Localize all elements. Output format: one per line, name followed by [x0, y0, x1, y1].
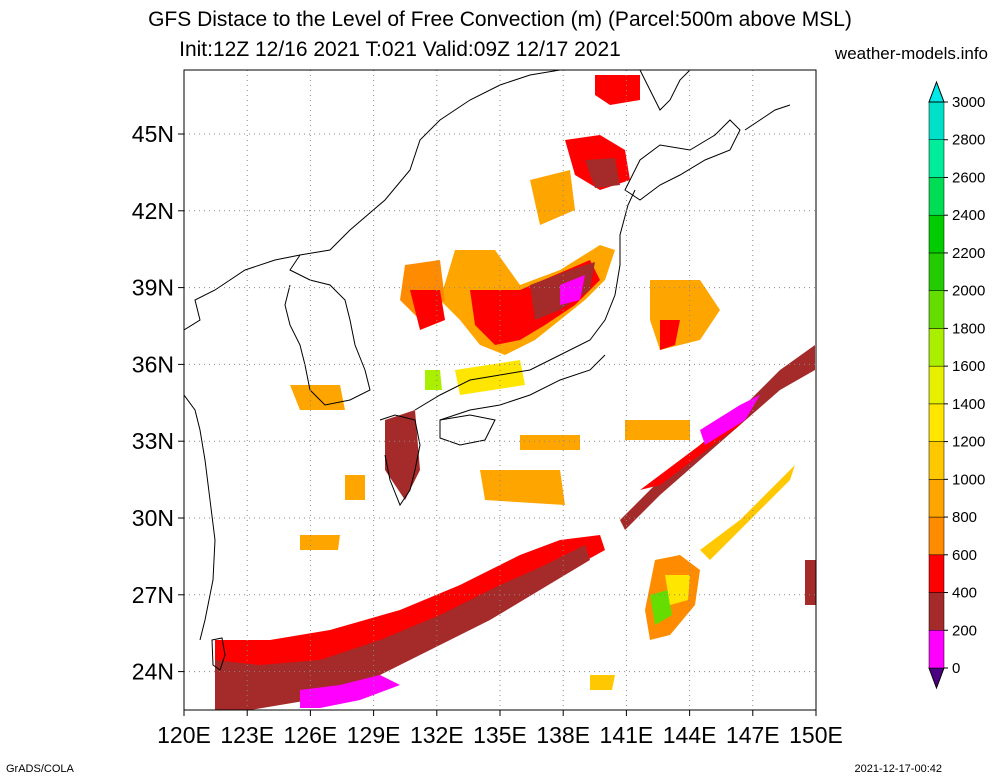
colorbar-label: 1400: [952, 396, 985, 413]
tick-label-lon: 129E: [347, 722, 401, 748]
field-small-orange-2: [345, 475, 365, 500]
footer-timestamp: 2021-12-17-00:42: [854, 763, 942, 775]
field-patch-se-green: [650, 590, 672, 625]
colorbar-segment: [928, 630, 945, 669]
field-japan-sea-mag: [560, 275, 585, 305]
field-pacific-orange: [625, 420, 690, 440]
coast-shikoku: [439, 414, 496, 446]
colorbar-label: 1000: [952, 471, 985, 488]
field-hokkaido: [595, 75, 640, 105]
colorbar-low-arrow: [928, 667, 945, 690]
coast-taiwan: [211, 637, 226, 671]
colorbar-label: 1800: [952, 320, 985, 337]
coast-honshu-south: [439, 354, 606, 421]
field-shikoku-green: [425, 370, 442, 390]
tick-label-lat: 27N: [132, 582, 174, 608]
colorbar-segment: [928, 441, 945, 480]
colorbar-label: 2600: [952, 169, 985, 186]
lfc-field: [215, 75, 816, 710]
tick-label-lon: 150E: [789, 722, 843, 748]
tick-label-lon: 135E: [473, 722, 527, 748]
tick-label-lon: 123E: [220, 722, 274, 748]
colorbar-high-arrow: [928, 80, 945, 103]
colorbar-segment: [928, 554, 945, 593]
tick-label-lon: 126E: [284, 722, 338, 748]
site-name: weather-models.info: [834, 44, 988, 63]
colorbar-segment: [928, 139, 945, 178]
colorbar-label: 800: [952, 509, 977, 526]
tick-label-lon: 147E: [726, 722, 780, 748]
field-band-east-orange: [700, 465, 795, 560]
axis-ticks: 120E 123E 126E 129E 132E 135E 138E 141E 144E 147E…: [132, 121, 843, 748]
field-band-east-mag: [700, 395, 760, 445]
colorbar-segment: [928, 177, 945, 216]
colorbar-segment: [928, 516, 945, 556]
coast-kurils: [744, 104, 791, 131]
coast-honshu: [414, 189, 636, 411]
colorbar-label: 400: [952, 585, 977, 602]
colorbar-label: 2000: [952, 283, 985, 300]
field-small-orange: [300, 535, 340, 550]
tick-label-lon: 120E: [157, 722, 211, 748]
footer-software: GrADS/COLA: [6, 763, 74, 775]
field-band-south-core: [215, 545, 590, 710]
colorbar-segment: [928, 592, 945, 631]
tick-label-lon: 144E: [663, 722, 717, 748]
coast-korea: [284, 254, 371, 406]
colorbar: 0 200 400 600 800 1000 1200 1400 1600 1800 2000 220…: [928, 80, 985, 690]
field-hokkaido-3: [585, 158, 620, 188]
coast-kyushu: [379, 414, 421, 507]
colorbar-label: 2800: [952, 132, 985, 149]
field-patch-se-yellow: [665, 575, 690, 605]
coast-china: [184, 394, 216, 641]
field-pacific-orange-2: [520, 435, 580, 450]
colorbar-label: 3000: [952, 94, 985, 111]
map-title: GFS Distace to the Level of Free Convect…: [148, 8, 852, 31]
colorbar-label: 2400: [952, 207, 985, 224]
field-pacific-orange-3: [480, 470, 565, 505]
field-nw-patch-red: [410, 290, 445, 330]
colorbar-label: 600: [952, 547, 977, 564]
colorbar-label: 200: [952, 622, 977, 639]
colorbar-segment: [928, 101, 945, 140]
coastlines: [184, 70, 791, 671]
tick-label-lat: 45N: [132, 121, 174, 147]
colorbar-label: 1200: [952, 434, 985, 451]
grid-lines: [184, 70, 816, 710]
colorbar-segment: [928, 214, 945, 254]
coast-asia-mainland: [184, 70, 561, 331]
colorbar-segment: [928, 403, 945, 442]
map-subtitle: Init:12Z 12/16 2021 T:021 Valid:09Z 12/1…: [179, 38, 621, 61]
tick-label-lat: 33N: [132, 428, 174, 454]
tick-label-lat: 30N: [132, 505, 174, 531]
colorbar-label: 0: [952, 660, 960, 677]
field-band-south-mag: [300, 675, 400, 708]
colorbar-segment: [928, 252, 945, 291]
colorbar-segment: [928, 365, 945, 405]
colorbar-segment: [928, 290, 945, 329]
tick-label-lat: 36N: [132, 351, 174, 377]
coast-hokkaido: [624, 119, 741, 201]
field-tohoku-east-red: [660, 320, 680, 350]
coast-sakhalin: [639, 70, 691, 111]
tick-label-lon: 141E: [600, 722, 654, 748]
field-south-yellow: [590, 675, 615, 690]
tick-label-lat: 42N: [132, 198, 174, 224]
field-honshu-yellow: [455, 360, 525, 395]
tick-label-lon: 138E: [536, 722, 590, 748]
field-right-red: [805, 560, 816, 605]
colorbar-label: 2200: [952, 245, 985, 262]
tick-label-lon: 132E: [410, 722, 464, 748]
colorbar-segment: [928, 328, 945, 367]
colorbar-label: 1600: [952, 358, 985, 375]
field-north-orange: [530, 170, 575, 225]
colorbar-segment: [928, 479, 945, 518]
tick-label-lat: 39N: [132, 275, 174, 301]
field-kyushu: [385, 410, 420, 500]
tick-label-lat: 24N: [132, 659, 174, 685]
